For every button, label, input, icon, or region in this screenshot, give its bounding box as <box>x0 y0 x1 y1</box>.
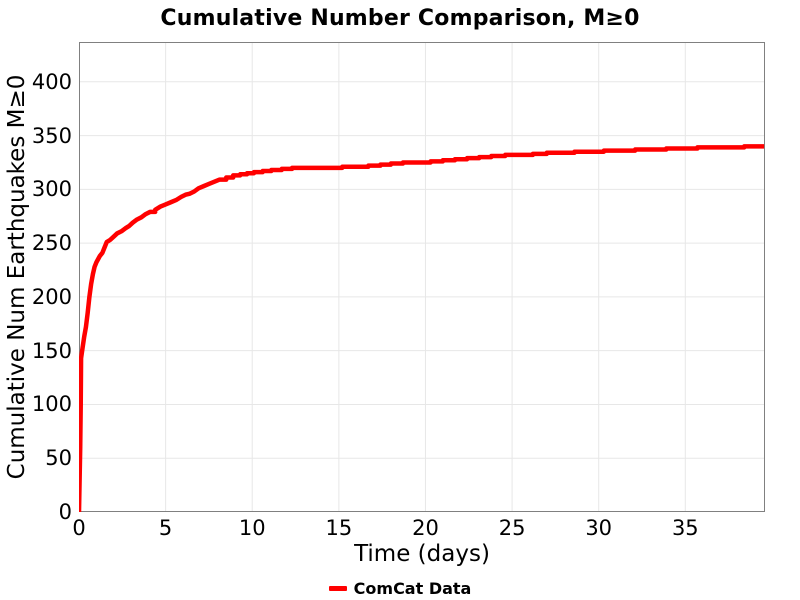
x-tick-label: 10 <box>238 516 266 540</box>
x-tick-label: 25 <box>498 516 526 540</box>
series-line-comcat <box>79 144 765 512</box>
legend: ComCat Data <box>0 577 800 599</box>
plot-area <box>79 42 765 512</box>
x-tick-label: 5 <box>158 516 173 540</box>
x-tick-label: 30 <box>585 516 613 540</box>
y-tick-label: 50 <box>45 446 72 471</box>
chart-title: Cumulative Number Comparison, M≥0 <box>160 6 640 31</box>
y-tick-label: 200 <box>31 284 72 309</box>
x-axis-label: Time (days) <box>354 541 490 567</box>
y-tick-label: 250 <box>31 231 72 256</box>
y-tick-label: 0 <box>58 500 72 524</box>
y-tick-label: 350 <box>31 123 72 148</box>
y-tick-label: 100 <box>31 392 72 417</box>
x-tick-label: 35 <box>671 516 699 540</box>
x-tick-label: 20 <box>412 516 439 540</box>
x-tick-label: 15 <box>325 516 353 540</box>
y-tick-label: 150 <box>31 338 72 363</box>
y-tick-label: 400 <box>31 69 72 94</box>
y-tick-label: 300 <box>31 177 72 202</box>
plot-frame <box>79 42 765 512</box>
x-tick-label: 0 <box>72 516 86 540</box>
legend-line-swatch <box>328 585 347 591</box>
legend-label: ComCat Data <box>353 578 472 598</box>
